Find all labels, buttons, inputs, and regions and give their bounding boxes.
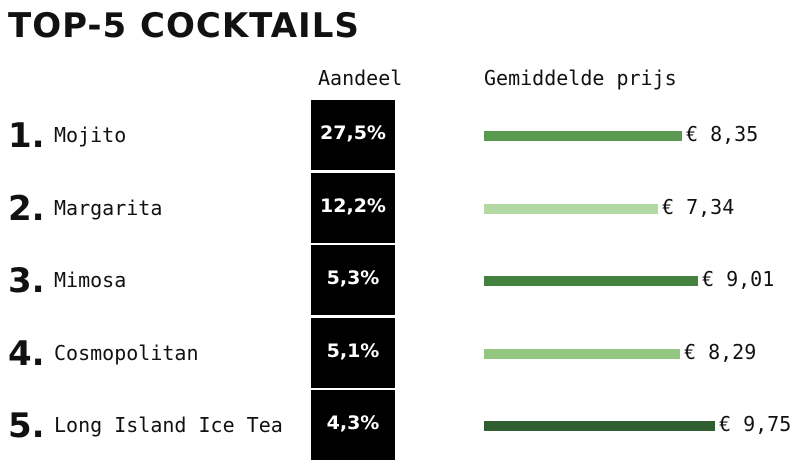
rank-label: 5. xyxy=(8,406,45,446)
share-column-header: Aandeel xyxy=(318,66,403,90)
share-box: 4,3% xyxy=(311,390,395,460)
price-bar xyxy=(484,276,698,286)
share-box: 12,2% xyxy=(311,172,395,243)
cocktail-name: Mimosa xyxy=(54,268,127,292)
cocktail-row: 4. Cosmopolitan 5,1% € 8,29 xyxy=(0,317,800,390)
cocktail-name: Long Island Ice Tea xyxy=(54,413,283,437)
price-label: € 9,01 xyxy=(702,267,775,291)
price-bar xyxy=(484,131,682,141)
cocktail-row: 1. Mojito 27,5% € 8,35 xyxy=(0,100,800,172)
share-box: 5,1% xyxy=(311,317,395,388)
price-label: € 8,29 xyxy=(684,339,757,364)
chart-title: TOP-5 COCKTAILS xyxy=(8,6,360,46)
share-value: 12,2% xyxy=(320,194,386,217)
cocktail-row: 2. Margarita 12,2% € 7,34 xyxy=(0,172,800,245)
rank-label: 4. xyxy=(8,333,45,374)
cocktail-name: Cosmopolitan xyxy=(54,340,199,365)
share-box: 5,3% xyxy=(311,245,395,315)
cocktail-name: Margarita xyxy=(54,195,163,220)
cocktail-row: 3. Mimosa 5,3% € 9,01 xyxy=(0,245,800,317)
price-bar xyxy=(484,203,658,214)
rank-label: 1. xyxy=(8,116,45,156)
price-bar xyxy=(484,421,715,431)
price-column-header: Gemiddelde prijs xyxy=(484,66,677,90)
price-bar xyxy=(484,348,680,359)
share-box: 27,5% xyxy=(311,100,395,170)
share-value: 5,1% xyxy=(326,339,380,362)
price-label: € 8,35 xyxy=(686,122,759,146)
rank-label: 3. xyxy=(8,261,45,301)
rank-label: 2. xyxy=(8,188,45,229)
share-value: 4,3% xyxy=(326,412,380,434)
cocktail-name: Mojito xyxy=(54,123,127,147)
price-label: € 7,34 xyxy=(662,194,735,219)
price-label: € 9,75 xyxy=(719,412,792,436)
share-value: 27,5% xyxy=(320,122,386,144)
cocktail-row: 5. Long Island Ice Tea 4,3% € 9,75 xyxy=(0,390,800,462)
share-value: 5,3% xyxy=(326,267,380,289)
